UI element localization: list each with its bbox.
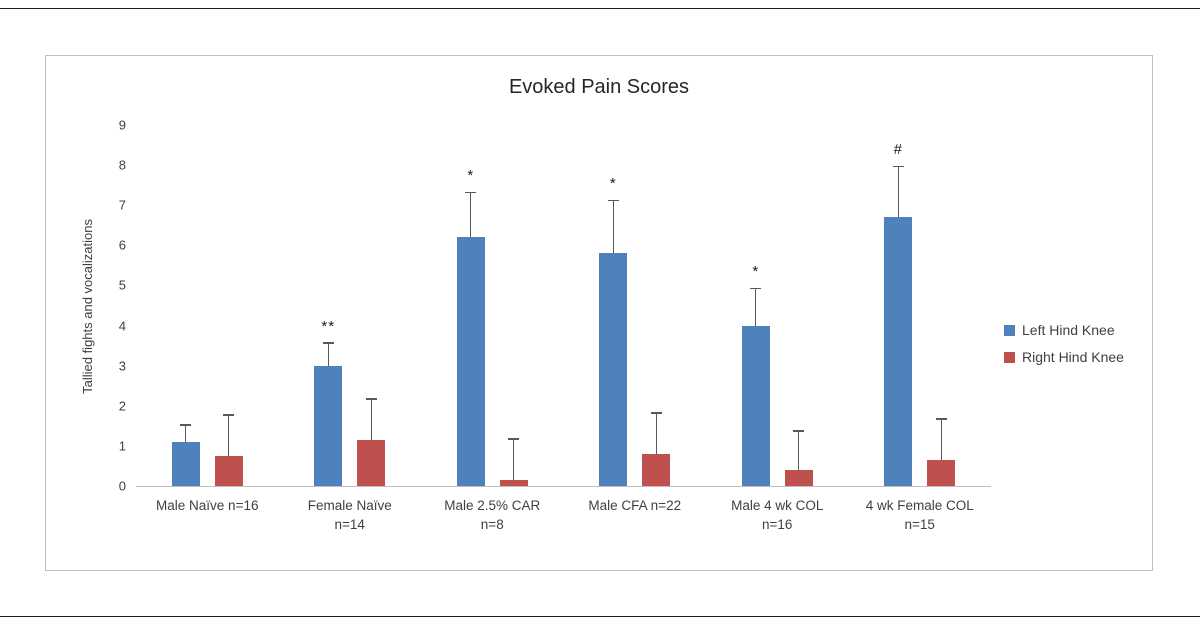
- error-bar-cap: [508, 438, 520, 440]
- error-bar-cap: [793, 430, 805, 432]
- error-bar-line: [228, 415, 230, 456]
- y-tick-label: 4: [118, 318, 126, 334]
- bar-right-hind-knee: [927, 459, 956, 486]
- legend: Left Hind Knee Right Hind Knee: [1004, 322, 1124, 365]
- significance-annotation: **: [321, 317, 336, 335]
- bar-left-hind-knee: [456, 237, 485, 486]
- error-bar-line: [470, 193, 472, 238]
- legend-label: Right Hind Knee: [1022, 349, 1124, 365]
- error-bar-cap: [607, 199, 619, 202]
- bar-left-hind-knee: [741, 325, 770, 486]
- x-category-label-line: 4 wk Female COL: [865, 498, 974, 513]
- y-axis-title-text: Tallied fights and vocalizations: [79, 218, 95, 394]
- legend-item: Left Hind Knee: [1004, 322, 1124, 338]
- bar-left-hind-knee: [884, 217, 913, 486]
- bar-right-hind-knee: [214, 455, 243, 486]
- y-tick-label: 0: [118, 478, 126, 494]
- significance-annotation: *: [752, 263, 760, 281]
- error-bar-line: [185, 425, 187, 442]
- significance-annotation: *: [467, 167, 475, 185]
- error-bar-line: [327, 343, 329, 366]
- error-bar-line: [798, 431, 800, 470]
- legend-item: Right Hind Knee: [1004, 349, 1124, 365]
- error-bar-line: [655, 413, 657, 454]
- error-bar-line: [370, 399, 372, 440]
- legend-swatch: [1004, 351, 1015, 363]
- error-bar-cap: [650, 412, 662, 414]
- x-category-label: Male 2.5% CAR n=8: [421, 496, 564, 534]
- bar-right-hind-knee: [642, 453, 671, 486]
- chart-title: Evoked Pain Scores: [508, 76, 690, 98]
- significance-annotation: *: [609, 175, 617, 193]
- y-tick-label: 7: [118, 197, 126, 213]
- page-edge-top: [0, 8, 1200, 9]
- x-category-label: Male Naïve n=16: [136, 496, 279, 515]
- error-bar-cap: [180, 424, 192, 426]
- error-bar-cap: [892, 165, 904, 168]
- bar-right-hind-knee: [499, 479, 528, 486]
- bar-right-hind-knee: [357, 439, 386, 486]
- bar-left-hind-knee: [314, 365, 343, 486]
- x-axis-category-labels: Male Naïve n=16 Female Naïve n=14 Male 2.5%…: [136, 490, 991, 550]
- y-axis-ticks: 0 1 2 3 4 5 6 7 8 9: [94, 118, 126, 494]
- error-bar-cap: [322, 342, 334, 344]
- x-category-label-line: Female Naïve: [307, 498, 392, 513]
- error-bar-cap: [223, 414, 235, 416]
- y-tick-label: 8: [118, 157, 126, 173]
- y-tick-label: 6: [118, 237, 126, 253]
- x-category-label-line: Male 2.5% CAR: [444, 498, 541, 513]
- y-tick-label: 9: [118, 117, 126, 133]
- x-category-label: Male CFA n=22: [564, 496, 707, 515]
- error-bar-cap: [465, 191, 477, 194]
- error-bar-line: [897, 167, 899, 218]
- x-category-label: 4 wk Female COL n=15: [849, 496, 992, 534]
- error-bar-cap: [750, 287, 762, 290]
- legend-swatch: [1004, 324, 1015, 336]
- error-bar-line: [755, 289, 757, 326]
- page-edge-bottom: [0, 616, 1200, 617]
- x-category-label: Male 4 wk COL n=16: [706, 496, 849, 534]
- y-tick-label: 1: [118, 438, 126, 454]
- error-bar-cap: [365, 398, 377, 400]
- y-tick-label: 3: [118, 358, 126, 374]
- bar-right-hind-knee: [784, 469, 813, 486]
- x-category-label-line: Male Naïve n=16: [156, 498, 259, 513]
- x-category-label-line: n=16: [762, 517, 793, 532]
- y-tick-label: 5: [118, 277, 126, 293]
- legend-label: Left Hind Knee: [1022, 322, 1115, 338]
- bar-left-hind-knee: [599, 253, 628, 486]
- error-bar-cap: [935, 418, 947, 420]
- error-bar-line: [612, 201, 614, 254]
- chart-frame: Evoked Pain Scores Tallied fights and vo…: [45, 55, 1153, 571]
- x-category-label-line: n=15: [904, 517, 935, 532]
- significance-annotation: #: [893, 141, 903, 159]
- x-category-label-line: n=14: [334, 517, 365, 532]
- x-category-label-line: Male 4 wk COL: [731, 498, 824, 513]
- y-tick-label: 2: [118, 398, 126, 414]
- x-category-label-line: n=8: [480, 517, 504, 532]
- error-bar-line: [940, 419, 942, 460]
- plot-area: ** * * * #: [136, 126, 991, 487]
- bar-left-hind-knee: [171, 441, 200, 486]
- error-bar-line: [513, 439, 515, 480]
- x-category-label: Female Naïve n=14: [279, 496, 422, 534]
- x-category-label-line: Male CFA n=22: [588, 498, 682, 513]
